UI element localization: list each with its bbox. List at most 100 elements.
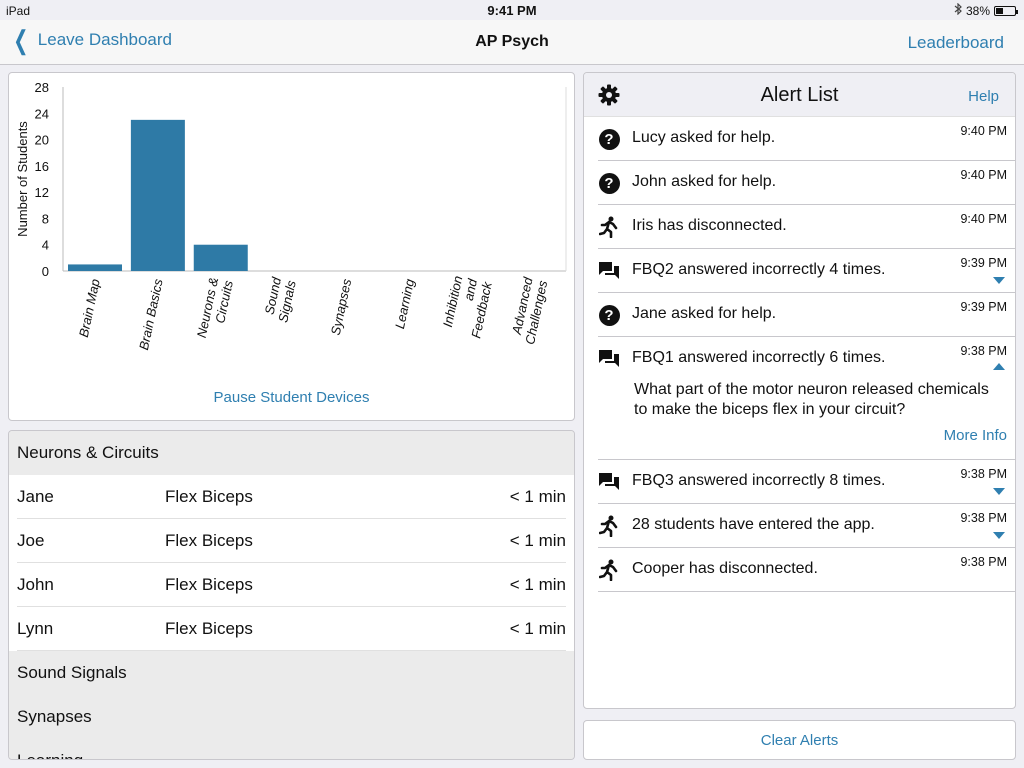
student-time: < 1 min <box>509 486 566 506</box>
status-bar: iPad 9:41 PM 38% <box>0 0 1024 20</box>
alert-timestamp: 9:40 PM <box>960 168 1007 182</box>
x-tick-label: Neurons &Circuits <box>194 276 236 339</box>
battery-percent: 38% <box>965 3 990 18</box>
expand-caret-down-icon[interactable] <box>993 532 1005 539</box>
x-tick-label-line: Inhibition <box>440 274 465 328</box>
alert-list-title: Alert List <box>760 84 839 106</box>
alert-item[interactable]: FBQ3 answered incorrectly 8 times. 9:38 P… <box>598 460 1015 504</box>
section-header[interactable]: Learning <box>9 739 574 759</box>
pause-student-devices-button[interactable]: Pause Student Devices <box>213 389 370 406</box>
student-activity: Flex Biceps <box>165 618 253 638</box>
x-tick-label-line: Learning <box>392 277 417 330</box>
student-row[interactable]: John Flex Biceps < 1 min <box>9 563 574 607</box>
expand-caret-down-icon[interactable] <box>993 277 1005 284</box>
section-header[interactable]: Sound Signals <box>9 651 574 695</box>
chat-bubble-icon <box>598 348 620 370</box>
alert-items: ? Lucy asked for help. 9:40 PM? John asked … <box>584 117 1015 592</box>
status-right: 38% <box>954 2 1018 18</box>
running-person-icon <box>598 559 620 581</box>
student-time: < 1 min <box>509 574 566 594</box>
alert-message: John asked for help. <box>632 173 777 190</box>
leaderboard-button[interactable]: Leaderboard <box>907 33 1004 52</box>
alert-timestamp: 9:39 PM <box>960 300 1007 314</box>
student-time: < 1 min <box>509 618 566 638</box>
alert-timestamp: 9:38 PM <box>960 555 1007 569</box>
x-tick-label: Learning <box>392 277 417 330</box>
section-header[interactable]: Synapses <box>9 695 574 739</box>
y-tick-label: 12 <box>35 185 49 200</box>
running-person-icon <box>598 515 620 537</box>
student-activity: Flex Biceps <box>165 574 253 594</box>
alert-item[interactable]: ? Jane asked for help. 9:39 PM <box>598 293 1015 337</box>
alert-item[interactable]: 28 students have entered the app. 9:38 PM <box>598 504 1015 548</box>
question-icon: ? <box>598 172 620 194</box>
chevron-left-icon: ❮ <box>13 25 29 55</box>
alert-list-panel: Alert List Help ? Lucy asked for help. 9:4… <box>583 72 1016 709</box>
chat-bubble-icon <box>598 260 620 282</box>
student-row-content: Joe Flex Biceps < 1 min <box>17 519 566 563</box>
running-person-icon <box>598 216 620 238</box>
y-tick-label: 0 <box>42 264 49 279</box>
question-icon: ? <box>598 304 620 326</box>
x-tick-label-line: Synapses <box>328 277 355 336</box>
x-tick-label: Brain Basics <box>136 277 166 351</box>
alert-list-header: Alert List Help <box>584 73 1015 117</box>
alert-item[interactable]: FBQ1 answered incorrectly 6 times. 9:38 P… <box>598 337 1015 460</box>
clock: 9:41 PM <box>487 3 537 18</box>
y-tick-label: 8 <box>42 211 49 226</box>
expand-caret-down-icon[interactable] <box>993 488 1005 495</box>
student-activity-list[interactable]: Neurons & Circuits Jane Flex Biceps < 1 min… <box>8 430 575 760</box>
student-name: Jane <box>17 486 54 506</box>
alert-item[interactable]: Iris has disconnected. 9:40 PM <box>598 205 1015 249</box>
alert-item[interactable]: Cooper has disconnected. 9:38 PM <box>598 548 1015 592</box>
student-row[interactable]: Jane Flex Biceps < 1 min <box>9 475 574 519</box>
alert-message: FBQ3 answered incorrectly 8 times. <box>632 472 886 489</box>
alert-item[interactable]: ? Lucy asked for help. 9:40 PM <box>598 117 1015 161</box>
more-info-button[interactable]: More Info <box>943 427 1007 444</box>
x-tick-label: Brain Map <box>76 278 103 339</box>
alert-message: Iris has disconnected. <box>632 217 787 234</box>
y-tick-label: 28 <box>35 80 49 95</box>
alert-timestamp: 9:40 PM <box>960 212 1007 226</box>
leave-dashboard-button[interactable]: ❮ Leave Dashboard <box>10 25 173 55</box>
clear-alerts-button[interactable]: Clear Alerts <box>583 720 1016 760</box>
alert-item[interactable]: FBQ2 answered incorrectly 4 times. 9:39 P… <box>598 249 1015 293</box>
alert-message: Jane asked for help. <box>632 305 777 322</box>
bar-0 <box>68 264 122 271</box>
x-tick-label-line: Brain Basics <box>136 277 166 351</box>
y-tick-label: 20 <box>35 133 49 148</box>
student-row[interactable]: Joe Flex Biceps < 1 min <box>9 519 574 563</box>
alert-item[interactable]: ? John asked for help. 9:40 PM <box>598 161 1015 205</box>
progress-chart-panel: 0 4 8 12 16 20 24 28 Number of Students Brain Map… <box>8 72 575 421</box>
navigation-bar: ❮ Leave Dashboard AP Psych Leaderboard <box>0 20 1024 65</box>
collapse-caret-up-icon[interactable] <box>993 363 1005 370</box>
x-tick-label-line: and <box>461 277 480 302</box>
alert-timestamp: 9:38 PM <box>960 344 1007 358</box>
bar-1 <box>130 119 185 271</box>
alert-timestamp: 9:38 PM <box>960 467 1007 481</box>
student-time: < 1 min <box>509 530 566 550</box>
student-row-content: John Flex Biceps < 1 min <box>17 563 566 607</box>
alert-question-detail: What part of the motor neuron released c… <box>634 381 989 418</box>
bluetooth-icon <box>954 2 962 18</box>
leave-dashboard-label: Leave Dashboard <box>37 30 173 49</box>
alert-message: Cooper has disconnected. <box>632 560 818 577</box>
gear-icon[interactable] <box>598 84 620 111</box>
question-icon: ? <box>598 128 620 150</box>
y-tick-label: 4 <box>42 238 49 253</box>
alert-message: 28 students have entered the app. <box>632 516 875 533</box>
student-name: John <box>17 574 54 594</box>
section-header[interactable]: Neurons & Circuits <box>9 431 574 475</box>
alert-message: FBQ1 answered incorrectly 6 times. <box>632 349 886 366</box>
bar-2 <box>193 244 248 271</box>
help-button[interactable]: Help <box>968 88 999 105</box>
student-row-content: Lynn Flex Biceps < 1 min <box>17 607 566 651</box>
student-row[interactable]: Lynn Flex Biceps < 1 min <box>9 607 574 651</box>
students-per-level-chart: 0 4 8 12 16 20 24 28 Number of Students Brain Map… <box>15 80 567 351</box>
y-tick-label: 16 <box>35 159 49 174</box>
chat-bubble-icon <box>598 471 620 493</box>
alert-message: Lucy asked for help. <box>632 129 776 146</box>
